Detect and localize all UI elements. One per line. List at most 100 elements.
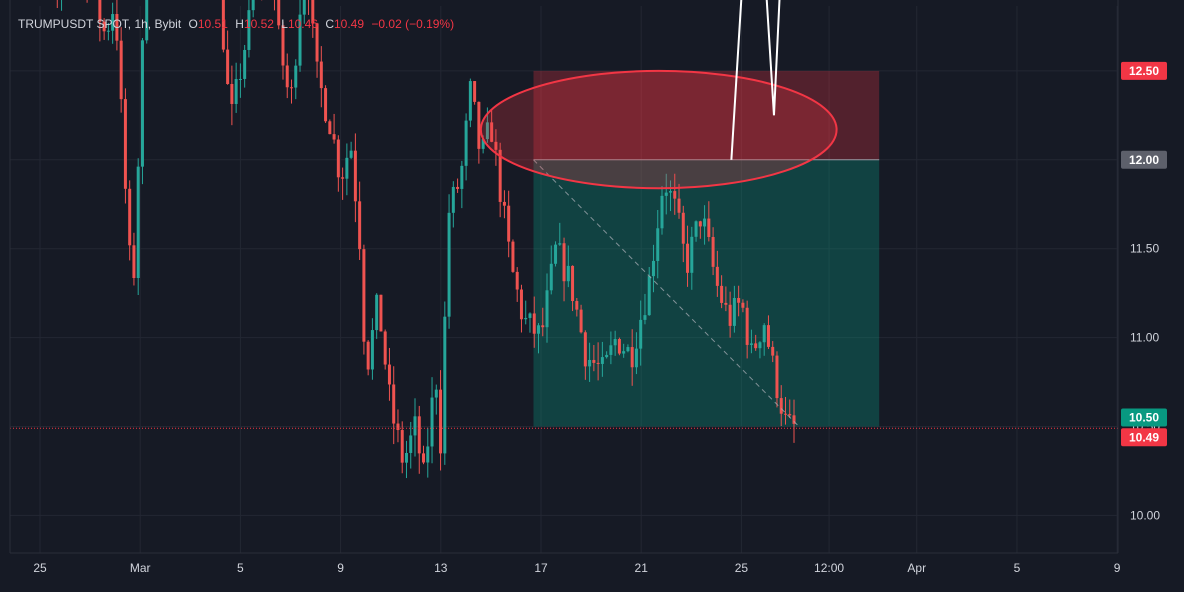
candle-body [600,357,604,364]
candle-body [400,430,404,463]
candle-body [383,331,387,365]
candle-body [366,341,370,370]
candle-body [221,0,225,50]
candle-body [349,150,353,158]
candle-body [745,307,749,345]
x-tick-label: 5 [237,561,244,575]
candle-body [558,243,562,245]
candle-body [468,81,472,121]
candle-body [783,413,787,415]
candle-body [715,266,719,286]
candle-body [375,294,379,331]
candle-body [596,362,600,364]
candle-body [528,313,532,318]
candle-body [507,205,511,242]
candle-body [605,354,609,358]
candle-body [634,348,638,368]
candle-body [545,290,549,328]
price-tag-label: 12.50 [1129,64,1159,78]
candle-body [571,265,575,302]
y-tick-label: 11.00 [1130,331,1159,345]
low-label: L [281,17,288,31]
candle-body [766,325,770,347]
candle-body [387,364,391,385]
candle-body [732,297,736,326]
candle-body [362,249,366,342]
candle-body [630,347,634,368]
candle-body [392,384,396,424]
candle-body [694,221,698,237]
candle-body [502,201,506,206]
open-value: 10.51 [197,17,228,31]
candle-body [524,317,528,320]
candle-body [617,339,621,354]
candle-body [707,218,711,238]
candle-body [656,228,660,261]
price-tag [1121,150,1167,169]
price-tag [1121,428,1167,447]
candle-body [651,260,655,277]
candle-body [353,150,357,202]
candle-body [613,339,617,346]
candle-body [579,309,583,333]
price-tag [1121,61,1167,80]
candle-body [345,157,349,179]
candle-body [111,14,115,31]
candle-body [115,14,119,41]
candle-body [128,188,132,246]
candle-body [426,446,430,463]
candle-body [119,40,123,100]
candle-body [481,139,485,149]
candle-body [285,65,289,88]
price-tag-label: 10.50 [1129,411,1159,425]
candle-body [690,236,694,273]
candle-body [477,101,481,149]
candle-body [370,330,374,370]
x-tick-label: 9 [1114,561,1121,575]
candle-body [575,301,579,310]
candle-body [238,78,242,80]
candle-body [532,313,536,334]
candle-body [758,342,762,349]
candle-body [592,359,596,363]
candle-body [332,134,336,140]
candle-body [643,315,647,320]
candle-body [234,79,238,104]
candle-body [102,21,106,32]
symbol-legend: TRUMPUSDT SPOT, 1h, Bybit O10.51 H10.52 … [18,17,454,31]
candle-body [677,198,681,213]
candle-body [771,346,775,356]
candle-body [404,452,408,463]
candle-body [511,241,515,272]
candle-body [673,191,677,199]
candle-body [379,294,383,332]
candle-body [302,0,306,15]
candle-body [145,0,149,41]
candle-body [583,332,587,367]
candle-body [251,0,255,11]
candle-body [490,122,494,142]
candle-body [409,435,413,453]
x-tick-label: 5 [1014,561,1021,575]
candle-body [647,276,651,316]
candle-body [226,49,230,85]
close-value: 10.49 [334,17,365,31]
candle-body [358,201,362,250]
candle-body [660,195,664,229]
candle-body [396,423,400,431]
candle-body [324,88,328,122]
candle-body [281,25,285,66]
candle-body [498,149,502,202]
candle-body [336,139,340,178]
candle-body [762,325,766,343]
candle-body [311,0,315,24]
candle-body [277,0,281,26]
candle-body [98,0,102,22]
candle-body [434,389,438,398]
x-tick-label: 9 [337,561,344,575]
candle-body [417,416,421,454]
candle-body [686,243,690,273]
candle-body [328,121,332,135]
